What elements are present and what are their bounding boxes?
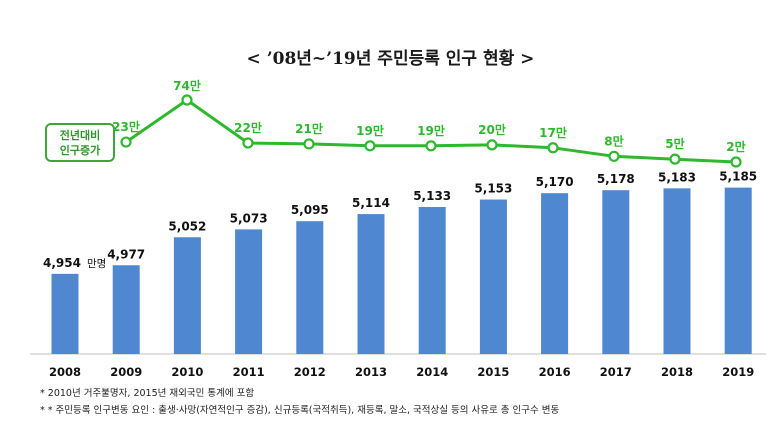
- increase-point-2018: [669, 153, 681, 165]
- bar-label-2017: 5,178: [597, 172, 635, 186]
- yoy-increase-badge: 전년대비 인구증가: [45, 123, 115, 162]
- unit-label: 만명: [87, 258, 106, 270]
- increase-point-2019: [730, 156, 742, 168]
- bar-label-2009: 4,977: [107, 247, 145, 261]
- bar-2012: [296, 221, 324, 354]
- increase-label-2018: 5만: [665, 136, 684, 151]
- bar-2018: [663, 188, 691, 354]
- bar-2014: [418, 207, 446, 354]
- x-tick-2008: 2008: [49, 365, 81, 379]
- x-tick-2010: 2010: [171, 365, 203, 379]
- footnotes: * 2010년 거주불명자, 2015년 재외국민 통계에 포함 * * 주민등…: [40, 385, 559, 419]
- x-tick-2016: 2016: [539, 365, 571, 379]
- bar-label-2016: 5,170: [536, 175, 574, 189]
- bar-label-2014: 5,133: [413, 189, 451, 203]
- bar-2019: [724, 187, 752, 354]
- bar-2017: [602, 190, 630, 354]
- increase-point-2013: [364, 140, 376, 152]
- bar-label-2013: 5,114: [352, 196, 390, 210]
- x-tick-2015: 2015: [477, 365, 509, 379]
- x-tick-2017: 2017: [600, 365, 632, 379]
- bar-label-2011: 5,073: [230, 211, 268, 225]
- increase-label-2016: 17만: [539, 125, 567, 140]
- chart-title: < ’08년~’19년 주민등록 인구 현황 >: [246, 49, 535, 69]
- increase-label-2010: 74만: [173, 78, 201, 93]
- increase-point-2011: [242, 137, 254, 149]
- bar-2016: [541, 193, 569, 354]
- increase-label-2019: 2만: [726, 139, 745, 154]
- bar-2013: [357, 214, 385, 354]
- bar-label-2010: 5,052: [168, 219, 206, 233]
- footnote-2: * * 주민등록 인구변동 요인 : 출생·사망(자연적인구 증감), 신규등록…: [40, 405, 560, 416]
- increase-label-2009: 23만: [112, 119, 140, 134]
- increase-point-2009: [120, 136, 132, 148]
- increase-label-2017: 8만: [604, 133, 623, 148]
- badge-line-2: 인구증가: [59, 143, 101, 157]
- increase-point-2014: [425, 140, 437, 152]
- footnote-1: * 2010년 거주불명자, 2015년 재외국민 통계에 포함: [40, 388, 255, 399]
- increase-point-2016: [547, 142, 559, 154]
- increase-label-2014: 19만: [417, 123, 445, 138]
- x-tick-2018: 2018: [661, 365, 693, 379]
- bar-label-2015: 5,153: [474, 182, 512, 196]
- bar-label-2018: 5,183: [658, 170, 696, 184]
- bar-2008: [51, 273, 79, 354]
- increase-point-2015: [486, 139, 498, 151]
- bar-2010: [173, 237, 201, 354]
- x-tick-2009: 2009: [110, 365, 142, 379]
- bar-2015: [479, 199, 507, 354]
- bar-label-2008: 4,954: [43, 256, 81, 270]
- bar-2011: [235, 229, 263, 354]
- increase-label-2012: 21만: [295, 121, 323, 136]
- bar-label-2012: 5,095: [291, 203, 329, 217]
- x-tick-2013: 2013: [355, 365, 387, 379]
- bar-label-2019: 5,185: [719, 170, 757, 184]
- increase-label-2013: 19만: [356, 123, 384, 138]
- bar-2009: [112, 265, 140, 354]
- increase-point-2010: [181, 94, 193, 106]
- increase-label-2015: 20만: [478, 122, 506, 137]
- badge-line-1: 전년대비: [59, 128, 101, 142]
- x-tick-2019: 2019: [722, 365, 754, 379]
- x-tick-2012: 2012: [294, 365, 326, 379]
- increase-point-2012: [303, 138, 315, 150]
- increase-label-2011: 22만: [234, 120, 262, 135]
- x-tick-2014: 2014: [416, 365, 448, 379]
- x-tick-2011: 2011: [233, 365, 265, 379]
- increase-point-2017: [608, 150, 620, 162]
